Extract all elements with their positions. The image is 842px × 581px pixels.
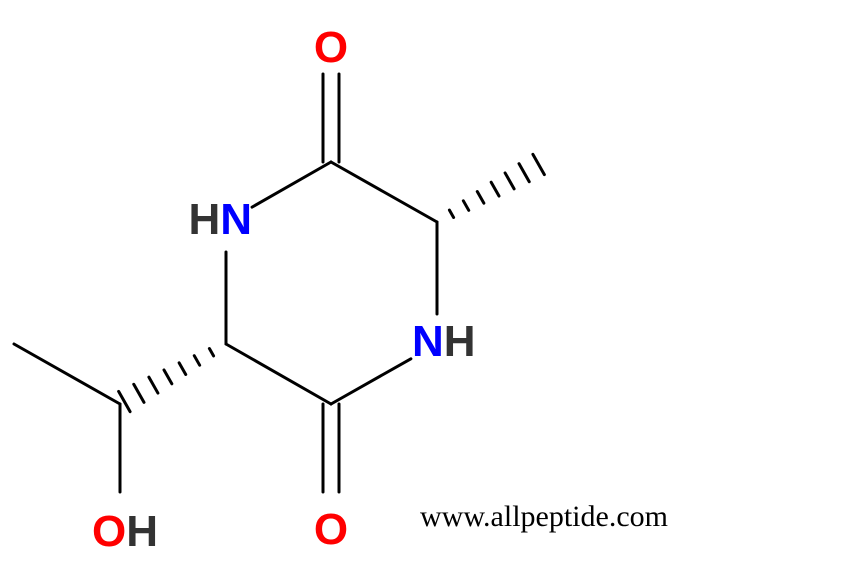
svg-text:OH: OH: [92, 507, 158, 556]
svg-text:O: O: [314, 23, 348, 72]
svg-text:NH: NH: [412, 317, 476, 366]
chemical-structure-diagram: O O HN NH OH: [0, 0, 842, 581]
watermark-text: www.allpeptide.com: [420, 500, 668, 534]
svg-text:O: O: [314, 505, 348, 554]
svg-text:HN: HN: [188, 195, 252, 244]
